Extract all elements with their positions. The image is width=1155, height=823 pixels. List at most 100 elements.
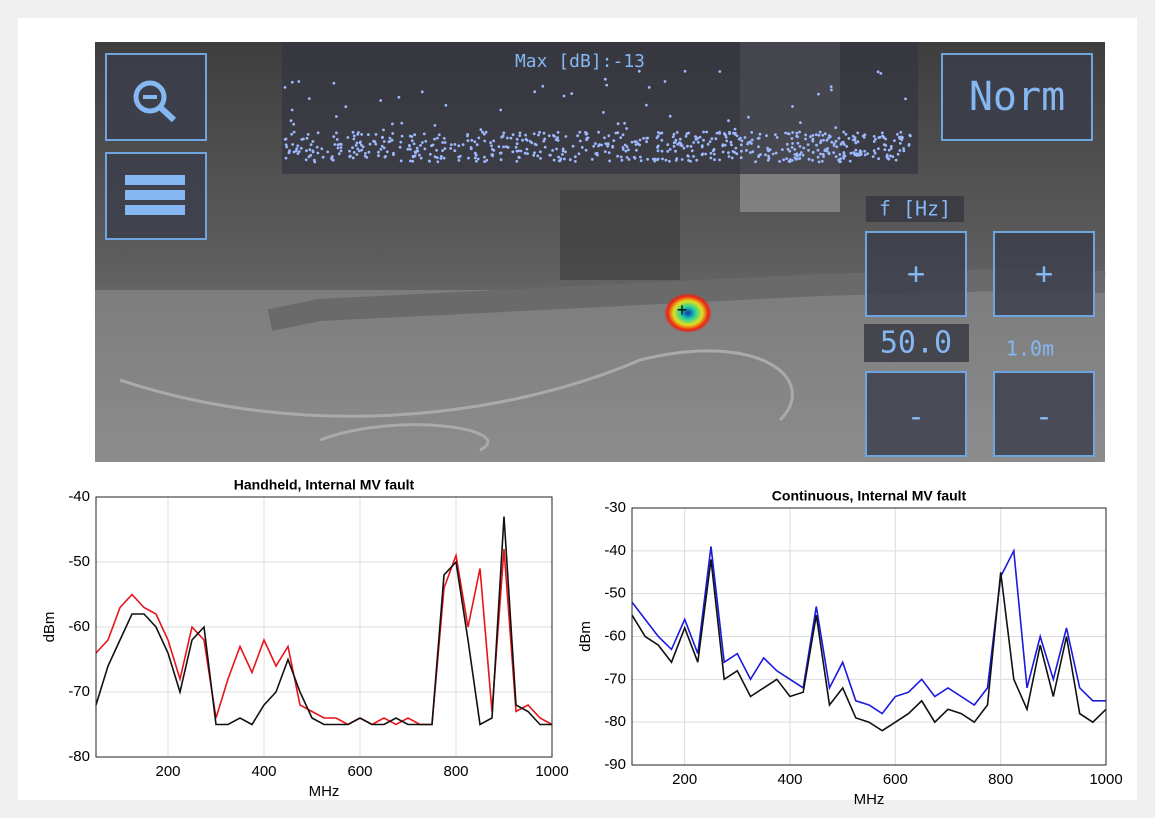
noise-dot xyxy=(385,150,389,154)
noise-dot xyxy=(883,148,887,152)
noise-dot xyxy=(374,133,378,136)
noise-dot xyxy=(606,142,610,146)
noise-dot xyxy=(474,153,478,157)
noise-dot xyxy=(687,131,691,135)
noise-dot xyxy=(708,140,712,144)
noise-dot xyxy=(616,122,620,126)
freq-label-box xyxy=(866,196,964,222)
noise-dot xyxy=(365,156,369,159)
noise-dot xyxy=(435,156,439,160)
noise-dot xyxy=(553,135,556,138)
noise-dot xyxy=(834,139,838,143)
noise-dot xyxy=(686,144,689,148)
minus-label: - xyxy=(1035,400,1053,435)
mode-button[interactable] xyxy=(941,53,1093,141)
noise-dot xyxy=(827,151,831,155)
noise-dot xyxy=(830,88,833,92)
noise-dot xyxy=(806,143,810,147)
noise-dot xyxy=(807,157,811,161)
noise-dot xyxy=(680,158,684,161)
noise-dot xyxy=(607,151,611,155)
x-tick-label: 400 xyxy=(777,771,802,788)
noise-dot xyxy=(348,155,352,159)
noise-dot xyxy=(620,158,624,162)
noise-dot xyxy=(795,131,799,135)
noise-dot xyxy=(479,128,483,132)
noise-dot xyxy=(287,151,291,155)
noise-dot xyxy=(842,157,846,160)
noise-dot xyxy=(782,158,785,162)
noise-dot xyxy=(577,152,581,156)
plus-button[interactable] xyxy=(993,231,1095,317)
noise-dot xyxy=(889,154,892,158)
noise-dot xyxy=(898,137,902,141)
noise-dot xyxy=(543,145,547,149)
crosshair: + xyxy=(677,300,688,320)
noise-dot xyxy=(834,155,838,159)
noise-dot xyxy=(564,135,568,138)
noise-dot xyxy=(517,149,520,153)
noise-dot xyxy=(671,135,675,139)
plus-button[interactable] xyxy=(865,231,967,317)
data-line xyxy=(95,516,552,726)
noise-dot xyxy=(692,141,696,144)
y-tick-label: -70 xyxy=(68,683,90,700)
noise-dot xyxy=(368,142,372,146)
noise-dot xyxy=(721,143,725,147)
noise-dot xyxy=(499,151,503,155)
noise-dot xyxy=(822,155,825,158)
noise-dot xyxy=(768,148,772,152)
freq-value: 50.0 xyxy=(880,326,952,361)
insulators xyxy=(560,190,680,280)
minus-button[interactable] xyxy=(993,371,1095,457)
noise-dot xyxy=(509,136,513,140)
noise-dot xyxy=(627,158,631,161)
noise-dot xyxy=(811,151,815,154)
noise-dot xyxy=(602,111,605,114)
noise-dot xyxy=(633,140,637,144)
noise-dot xyxy=(656,149,660,153)
noise-dot xyxy=(695,158,699,162)
noise-dot xyxy=(421,141,424,144)
noise-dot xyxy=(666,143,670,147)
noise-dot xyxy=(391,132,395,135)
noise-dot xyxy=(820,159,824,163)
noise-dot xyxy=(874,137,877,141)
noise-dot xyxy=(524,133,527,137)
noise-dot xyxy=(853,153,857,157)
range-value: 1.0m xyxy=(1006,337,1054,361)
noise-dot xyxy=(307,97,311,100)
y-tick-label: -30 xyxy=(604,499,626,516)
noise-dot xyxy=(676,142,680,146)
data-line xyxy=(631,546,1106,715)
noise-dot xyxy=(758,132,762,136)
noise-dot xyxy=(339,146,343,149)
noise-dot xyxy=(786,147,790,151)
noise-dot xyxy=(574,160,577,163)
noise-dot xyxy=(807,148,810,152)
noise-dot xyxy=(367,150,371,154)
noise-dot xyxy=(584,148,588,152)
noise-dot xyxy=(837,158,840,162)
noise-dot xyxy=(839,142,843,146)
y-axis-label: dBm xyxy=(41,612,58,643)
noise-dot xyxy=(422,132,426,136)
noise-dot xyxy=(449,143,453,147)
noise-dot xyxy=(515,159,519,163)
noise-dot xyxy=(427,159,431,163)
noise-dot xyxy=(444,103,448,107)
noise-dot xyxy=(885,155,889,159)
noise-dot xyxy=(556,131,560,134)
noise-dot xyxy=(356,147,360,151)
x-tick-label: 400 xyxy=(251,763,276,780)
minus-button[interactable] xyxy=(865,371,967,457)
noise-dot xyxy=(852,151,856,155)
noise-dot xyxy=(819,152,822,156)
noise-dot xyxy=(802,146,806,150)
noise-dot xyxy=(728,130,731,134)
noise-dot xyxy=(490,147,494,151)
noise-dot xyxy=(299,146,303,150)
noise-dot xyxy=(748,140,752,144)
noise-dot xyxy=(764,153,767,157)
noise-dot xyxy=(336,143,340,147)
